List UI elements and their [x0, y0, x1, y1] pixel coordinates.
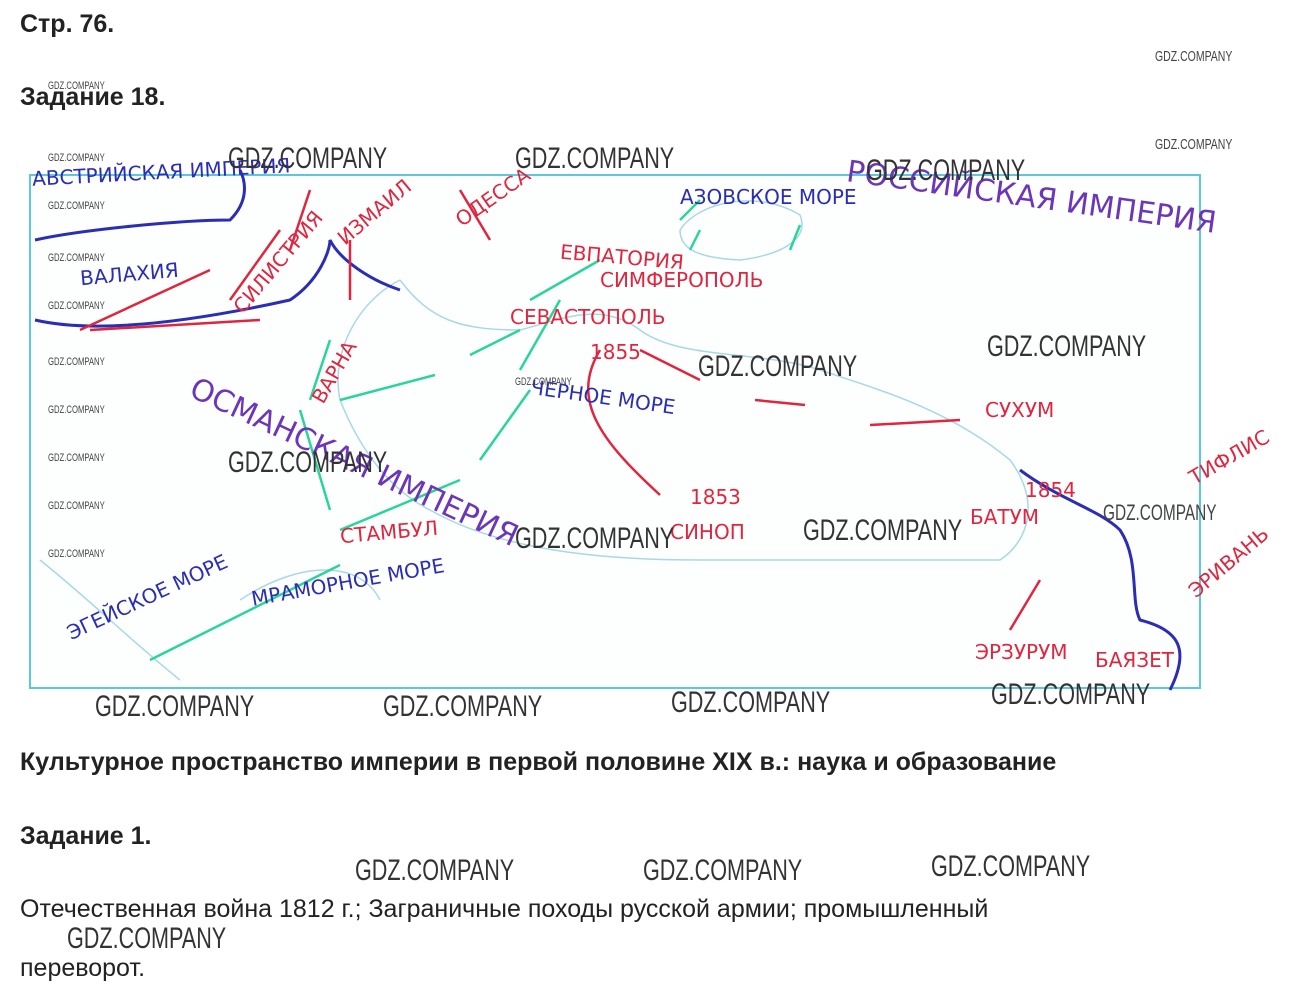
watermark: GDZ.COMPANY: [48, 356, 105, 368]
task-title: Задание 1.: [20, 822, 152, 850]
map-frame: [29, 174, 1201, 689]
watermark: GDZ.COMPANY: [355, 854, 515, 887]
watermark: GDZ.COMPANY: [48, 500, 105, 512]
border: [34, 169, 246, 242]
watermark: GDZ.COMPANY: [987, 330, 1147, 363]
map-label: Азовское море: [680, 185, 857, 209]
map-label: Сухум: [985, 398, 1055, 422]
watermark: GDZ.COMPANY: [866, 154, 1026, 187]
task-title: Задание 18.: [20, 83, 166, 111]
watermark: GDZ.COMPANY: [383, 690, 543, 723]
map-label: Симферополь: [600, 268, 764, 292]
watermark: GDZ.COMPANY: [48, 80, 105, 92]
map-label: Эрзурум: [975, 640, 1068, 664]
watermark: GDZ.COMPANY: [228, 142, 388, 175]
border: [1019, 468, 1182, 691]
map-label: Батум: [970, 505, 1040, 529]
watermark: GDZ.COMPANY: [48, 404, 105, 416]
watermark: GDZ.COMPANY: [991, 678, 1151, 711]
map-label: 1854: [1025, 478, 1076, 502]
watermark: GDZ.COMPANY: [48, 252, 105, 264]
map-label: Севастополь: [510, 305, 666, 329]
map-label: 1853: [690, 485, 741, 509]
answer-line: переворот.: [20, 954, 146, 982]
map-label: Баязет: [1095, 648, 1174, 672]
watermark: GDZ.COMPANY: [1155, 48, 1233, 65]
watermark: GDZ.COMPANY: [515, 522, 675, 555]
watermark: GDZ.COMPANY: [931, 850, 1091, 883]
watermark: GDZ.COMPANY: [515, 142, 675, 175]
section-title: Культурное пространство империи в первой…: [20, 748, 1057, 776]
watermark: GDZ.COMPANY: [515, 376, 572, 388]
green-arrows: [149, 199, 802, 662]
red-arrows: [79, 189, 1042, 631]
watermark: GDZ.COMPANY: [1103, 500, 1217, 525]
watermark: GDZ.COMPANY: [803, 514, 963, 547]
watermark: GDZ.COMPANY: [48, 152, 105, 164]
coastline: [39, 200, 1029, 681]
watermark: GDZ.COMPANY: [671, 686, 831, 719]
map-label: 1855: [590, 340, 641, 364]
watermark: GDZ.COMPANY: [48, 452, 105, 464]
watermark: GDZ.COMPANY: [67, 922, 227, 955]
watermark: GDZ.COMPANY: [48, 200, 105, 212]
map-label: Синоп: [670, 520, 745, 544]
watermark: GDZ.COMPANY: [698, 350, 858, 383]
watermark: GDZ.COMPANY: [95, 690, 255, 723]
page-number: Стр. 76.: [20, 10, 115, 38]
watermark: GDZ.COMPANY: [228, 446, 388, 479]
watermark: GDZ.COMPANY: [48, 300, 105, 312]
answer-line: Отечественная война 1812 г.; Заграничные…: [20, 895, 989, 923]
watermark: GDZ.COMPANY: [1155, 136, 1233, 153]
watermark: GDZ.COMPANY: [643, 854, 803, 887]
watermark: GDZ.COMPANY: [48, 548, 105, 560]
